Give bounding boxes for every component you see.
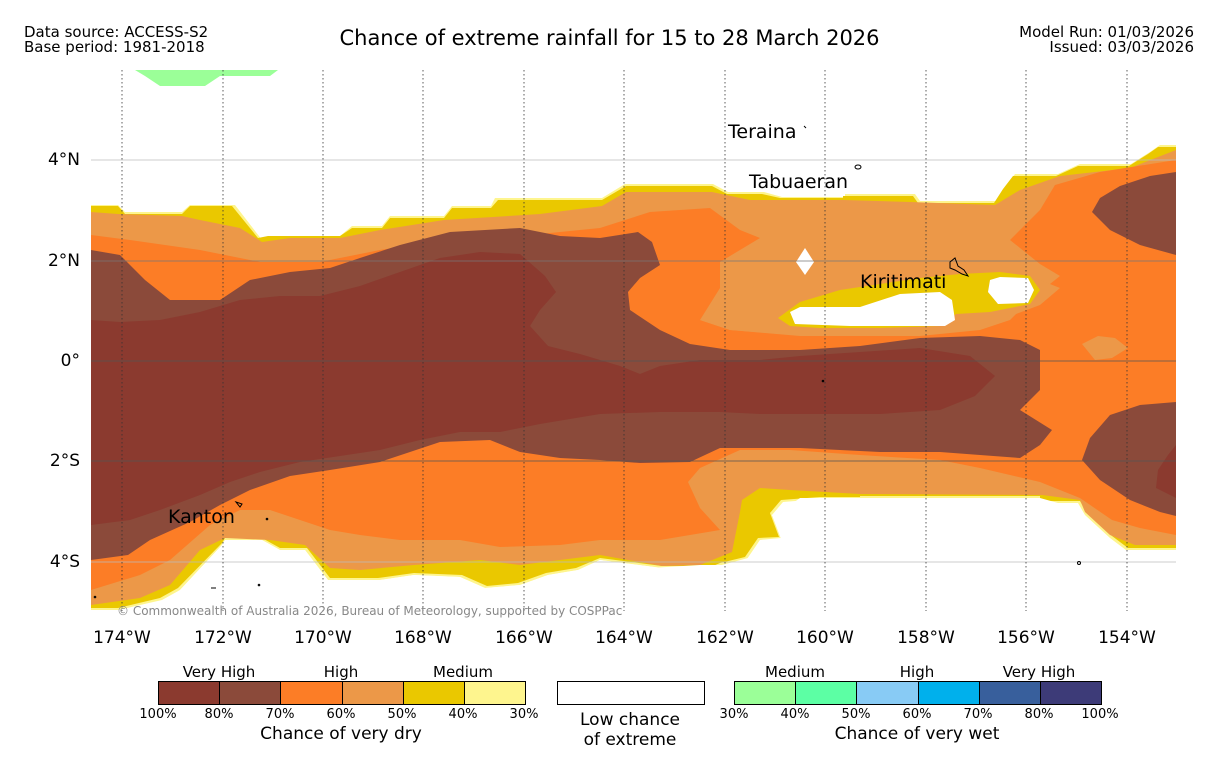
wet-swatch-50-60 <box>857 682 919 704</box>
dry-legend-caption: Chance of very dry <box>260 724 422 744</box>
dry-category-medium: Medium <box>433 663 493 681</box>
map-title: Chance of extreme rainfall for 15 to 28 … <box>339 26 880 50</box>
dry-swatch-70-60 <box>281 682 343 704</box>
low-chance-swatch <box>557 681 705 705</box>
wet-pct-label: 100% <box>1081 707 1119 722</box>
low-chance-caption-line1: Low chance <box>580 710 680 730</box>
wet-legend-caption: Chance of very wet <box>834 724 1000 744</box>
wet-category-medium: Medium <box>765 663 825 681</box>
lon-tick-154w: 154°W <box>1098 628 1156 648</box>
island-east <box>1077 561 1081 565</box>
wet-pct-label: 80% <box>1024 707 1054 722</box>
wet-pct-label: 50% <box>841 707 871 722</box>
wet-swatch-40-50 <box>796 682 858 704</box>
wet-category-high: High <box>899 663 935 681</box>
contour-100-80 <box>91 252 995 525</box>
island-kanton-islet <box>265 517 269 521</box>
low-chance-caption-line2: of extreme <box>583 730 677 750</box>
lon-tick-162w: 162°W <box>696 628 754 648</box>
lat-tick-2s: 2°S <box>49 451 80 471</box>
dry-colorbar <box>158 681 526 705</box>
lon-tick-166w: 166°W <box>495 628 553 648</box>
wet-pct-label: 40% <box>780 707 810 722</box>
island-tabuaeran <box>854 164 862 170</box>
data-source-label: Data source: ACCESS-S2 <box>24 23 209 41</box>
wet-category-very-high: Very High <box>1002 663 1076 681</box>
contour-100-80-east <box>1156 445 1176 498</box>
lon-tick-172w: 172°W <box>194 628 252 648</box>
wet-colorbar <box>734 681 1102 705</box>
gridlines <box>91 70 1176 611</box>
low-chance-north-islet <box>796 248 814 275</box>
island-equator <box>821 379 825 383</box>
dry-swatch-60-50 <box>342 682 404 704</box>
dry-pct-label: 50% <box>387 707 417 722</box>
place-label-tabuaeran: Tabuaeran <box>749 171 849 193</box>
wet-swatch-30-40 <box>735 682 797 704</box>
lon-tick-174w: 174°W <box>93 628 151 648</box>
low-chance-kiritimati <box>790 292 955 326</box>
contour-wet-30-40 <box>135 70 278 86</box>
place-label-kiritimati: Kiritimati <box>860 271 947 293</box>
dry-pct-label: 30% <box>509 707 539 722</box>
island-outlines <box>93 125 1081 599</box>
lat-tick-4n: 4°N <box>47 150 80 170</box>
copyright-notice: © Commonwealth of Australia 2026, Bureau… <box>117 604 623 618</box>
wet-pct-label: 70% <box>963 707 993 722</box>
lon-tick-156w: 156°W <box>997 628 1055 648</box>
dry-category-very-high: Very High <box>182 663 256 681</box>
island-kiritimati <box>949 257 970 277</box>
lat-tick-2n: 2°N <box>47 251 80 271</box>
dry-swatch-40-30 <box>464 682 526 704</box>
model-run-label: Model Run: 01/03/2026 <box>1019 23 1194 41</box>
low-chance-south-east <box>650 498 1176 611</box>
low-chance-south-west <box>150 540 662 611</box>
lon-tick-160w: 160°W <box>796 628 854 648</box>
dry-pct-label: 60% <box>326 707 356 722</box>
low-chance-east-islet <box>988 277 1034 304</box>
wet-swatch-70-80 <box>979 682 1041 704</box>
wet-swatch-80-100 <box>1040 682 1102 704</box>
contour-80-70-east <box>1092 172 1176 255</box>
island-south-2 <box>257 583 261 587</box>
dry-swatch-80-70 <box>220 682 282 704</box>
wet-swatch-60-70 <box>918 682 980 704</box>
lon-tick-168w: 168°W <box>394 628 452 648</box>
dry-pct-label: 80% <box>204 707 234 722</box>
contour-60-50-equator <box>1082 336 1128 360</box>
dry-pct-label: 100% <box>139 707 177 722</box>
rainfall-probability-contours <box>91 70 1176 611</box>
lon-tick-158w: 158°W <box>897 628 955 648</box>
dry-pct-label: 40% <box>448 707 478 722</box>
place-label-teraina: Teraina <box>728 121 797 143</box>
issued-label: Issued: 03/03/2026 <box>1049 38 1194 56</box>
lat-tick-4s: 4°S <box>49 552 80 572</box>
dry-category-high: High <box>323 663 359 681</box>
place-label-kanton: Kanton <box>168 506 235 528</box>
dry-swatch-50-40 <box>403 682 465 704</box>
island-southwest <box>93 595 97 599</box>
island-kanton <box>234 500 243 508</box>
contour-80-70-east-south <box>1082 402 1176 516</box>
wet-pct-label: 30% <box>719 707 749 722</box>
dry-pct-label: 70% <box>265 707 295 722</box>
lon-tick-170w: 170°W <box>294 628 352 648</box>
island-teraina <box>803 125 807 129</box>
dry-swatch-100-80 <box>159 682 221 704</box>
lat-tick-0: 0° <box>60 351 80 371</box>
base-period-label: Base period: 1981-2018 <box>24 38 205 56</box>
wet-pct-label: 60% <box>902 707 932 722</box>
lon-tick-164w: 164°W <box>595 628 653 648</box>
